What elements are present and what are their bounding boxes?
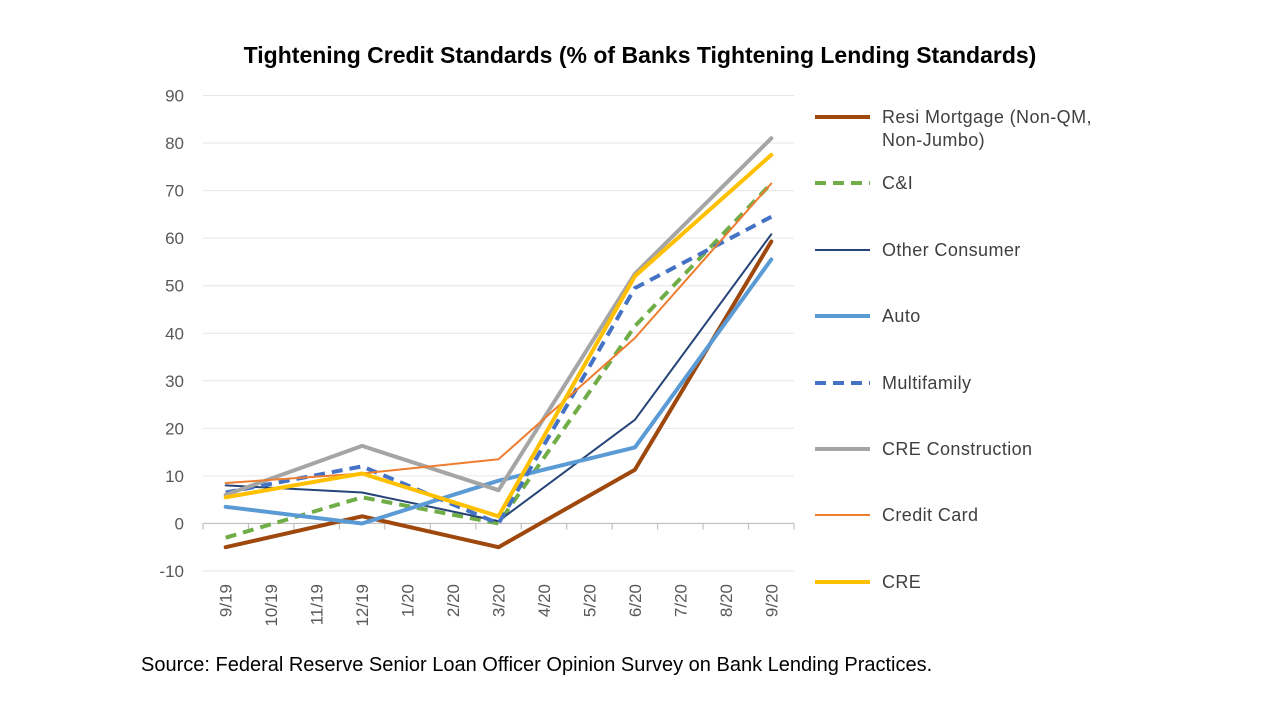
y-tick-label: 20 bbox=[165, 419, 184, 438]
axes: -10 0 10 20 30 40 50 60 70 80 90 9/19 10/19 11/19 12/1… bbox=[159, 87, 795, 627]
x-tick-label: 6/20 bbox=[626, 584, 645, 617]
x-tick-label: 5/20 bbox=[580, 584, 599, 617]
series-line-5 bbox=[223, 136, 774, 497]
legend-label: C&I bbox=[882, 173, 913, 193]
legend-label: Credit Card bbox=[882, 505, 978, 525]
x-tick-label: 1/20 bbox=[399, 584, 418, 617]
x-tick-label: 9/20 bbox=[762, 584, 781, 617]
legend-label: CRE Construction bbox=[882, 439, 1032, 459]
gridlines bbox=[203, 95, 794, 572]
y-tick-label: 30 bbox=[165, 372, 184, 391]
source-note: Source: Federal Reserve Senior Loan Offi… bbox=[141, 654, 933, 676]
y-tick-label: 60 bbox=[165, 229, 184, 248]
x-tick-label: 8/20 bbox=[717, 584, 736, 617]
x-tick-label: 11/19 bbox=[308, 584, 327, 625]
legend-label: Non-Jumbo) bbox=[882, 130, 985, 150]
legend: Resi Mortgage (Non-QM, Non-Jumbo) C&I Other… bbox=[815, 107, 1092, 592]
series-line-4 bbox=[225, 215, 773, 526]
x-tick-label: 9/19 bbox=[217, 584, 236, 617]
x-tick-label: 4/20 bbox=[535, 584, 554, 617]
x-tick-label: 3/20 bbox=[490, 584, 509, 617]
series-line-7 bbox=[223, 152, 774, 519]
series-lines bbox=[223, 136, 774, 550]
chart-title: Tightening Credit Standards (% of Banks … bbox=[243, 42, 1037, 68]
legend-label: Multifamily bbox=[882, 373, 971, 393]
y-tick-label: 80 bbox=[165, 134, 184, 153]
y-tick-label: -10 bbox=[159, 562, 184, 581]
legend-label: Resi Mortgage (Non-QM, bbox=[882, 107, 1092, 127]
series-line-0 bbox=[223, 239, 774, 550]
x-tick-label: 10/19 bbox=[262, 584, 281, 627]
series-line-6 bbox=[224, 182, 773, 484]
y-tick-label: 0 bbox=[175, 514, 184, 533]
y-tick-label: 90 bbox=[165, 87, 184, 106]
y-tick-label: 70 bbox=[165, 182, 184, 201]
y-tick-label: 50 bbox=[165, 277, 184, 296]
x-tick-label: 7/20 bbox=[671, 584, 690, 617]
legend-label: Other Consumer bbox=[882, 240, 1021, 260]
y-tick-label: 10 bbox=[165, 467, 184, 486]
y-tick-label: 40 bbox=[165, 324, 184, 343]
x-tick-label: 12/19 bbox=[353, 584, 372, 627]
series-line-1 bbox=[225, 182, 773, 540]
legend-label: CRE bbox=[882, 572, 921, 592]
legend-label: Auto bbox=[882, 306, 921, 326]
series-line-3 bbox=[223, 257, 774, 526]
x-tick-label: 2/20 bbox=[444, 584, 463, 617]
